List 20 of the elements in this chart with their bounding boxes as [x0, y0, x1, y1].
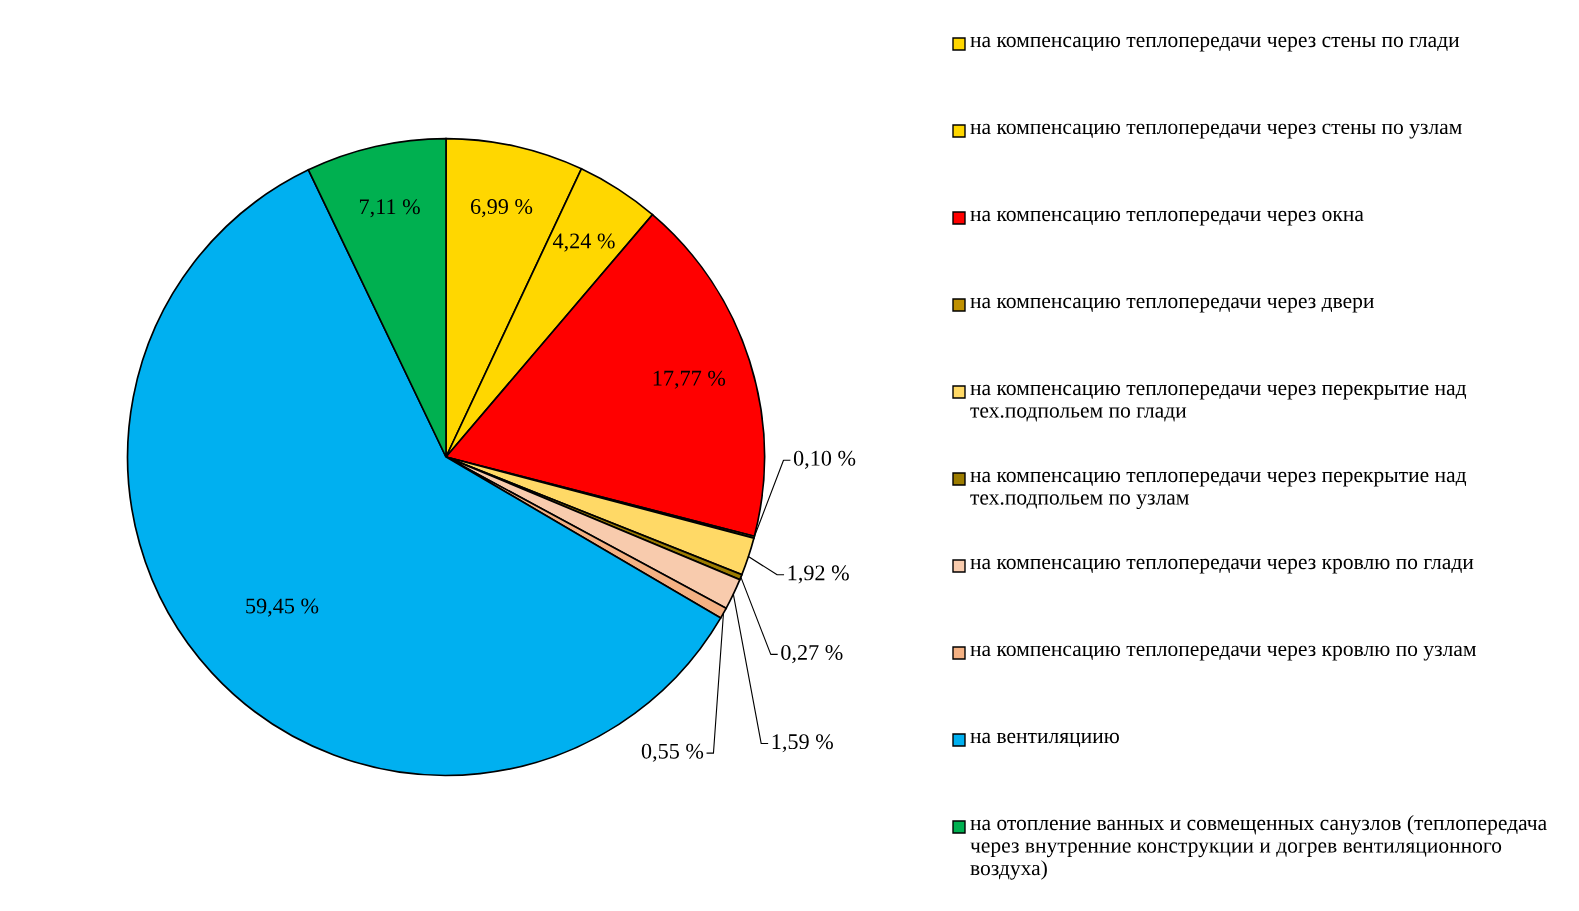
legend-label: на компенсацию теплопередачи через двери — [970, 297, 1374, 313]
legend-label: на компенсацию теплопередачи через перекрытие над тех.подпольем по узлам — [970, 471, 1467, 510]
legend-label: на компенсацию теплопередачи через перекрытие над тех.подпольем по глади — [970, 384, 1467, 422]
legend-label: на компенсацию теплопередачи через кровлю по узлам — [970, 645, 1477, 661]
legend-label: на компенсацию теплопередачи через стены по узлам — [970, 123, 1462, 139]
legend-label: на вентиляциию — [970, 732, 1119, 748]
data-label: 4,24 % — [552, 233, 615, 252]
data-label: 59,45 % — [246, 598, 319, 617]
data-label: 0,55 % — [641, 743, 704, 762]
data-label: 1,59 % — [772, 734, 833, 753]
data-label: 17,77 % — [653, 370, 726, 389]
data-label: 0,10 % — [793, 450, 856, 469]
data-label: 0,27 % — [781, 644, 843, 664]
legend-label: на компенсацию теплопередачи через окна — [970, 210, 1364, 226]
legend-label: на компенсацию теплопередачи через стены по глади — [970, 36, 1460, 52]
data-label: 7,11 % — [359, 199, 420, 218]
data-label: 6,99 % — [470, 198, 533, 218]
data-label: 1,92 % — [788, 565, 849, 584]
legend-label: на компенсацию теплопередачи через кровлю по глади — [970, 558, 1474, 574]
legend-label: на отопление ванных и совмещенных санузлов (теплопередача через внутренние конструкции и догрев вентиляционного воздуха) — [970, 815, 1547, 880]
